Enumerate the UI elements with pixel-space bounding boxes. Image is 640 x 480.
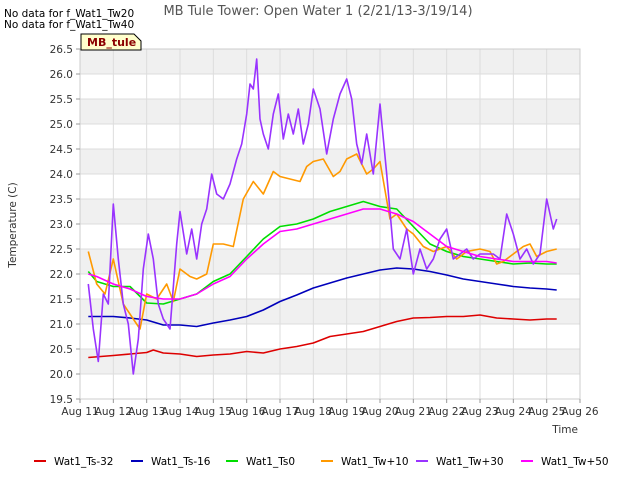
y-tick-label: 25.0	[50, 119, 73, 131]
x-tick-label: Aug 25	[528, 406, 565, 418]
y-tick-label: 25.5	[50, 94, 73, 106]
series-line-wat1-tw-50	[88, 208, 557, 300]
y-tick-label: 20.5	[50, 344, 73, 356]
no-data-note-tw40: No data for f_Wat1_Tw40	[4, 19, 134, 31]
x-tick-label: Aug 18	[295, 406, 332, 418]
legend-label-wat1-tw-30: Wat1_Tw+30	[436, 456, 504, 468]
y-tick-label: 22.0	[50, 269, 73, 281]
x-tick-label: Aug 19	[328, 406, 365, 418]
site-badge-shape	[80, 33, 142, 51]
y-axis-label: Temperature (C)	[7, 182, 19, 268]
legend-label-wat1-tw-10: Wat1_Tw+10	[341, 456, 409, 468]
no-data-note-tw20: No data for f_Wat1_Tw20	[4, 8, 134, 20]
plot-bands	[80, 49, 580, 399]
x-tick-label: Aug 21	[395, 406, 432, 418]
series-line-wat1-tw-10	[87, 153, 557, 330]
y-tick-label: 26.0	[50, 69, 73, 81]
y-tick-label: 24.0	[50, 169, 73, 181]
plot-band	[80, 174, 580, 199]
x-tick-label: Aug 26	[561, 406, 599, 418]
series-line-wat1-ts-16	[88, 267, 557, 328]
y-tick-label: 19.5	[50, 394, 73, 406]
series-line-wat1-tw-30	[87, 58, 558, 375]
legend-label-wat1-ts-16: Wat1_Ts-16	[151, 456, 211, 468]
series-line-wat1-ts-32	[88, 314, 557, 359]
plot-band	[80, 274, 580, 299]
x-tick-label: Aug 24	[495, 406, 533, 418]
plot-band	[80, 349, 580, 374]
legend-label-wat1-ts0: Wat1_Ts0	[246, 456, 295, 468]
x-axis-label: Time	[551, 424, 578, 436]
legend: Wat1_Ts-32 Wat1_Ts-16 Wat1_Ts0 Wat1_Tw+10 Wa…	[34, 456, 609, 468]
series-lines	[87, 58, 558, 375]
site-badge-label: MB_tule	[87, 36, 136, 49]
x-tick-label: Aug 11	[61, 406, 98, 418]
x-tick-label: Aug 20	[361, 406, 398, 418]
y-tick-label: 23.0	[50, 219, 73, 231]
x-tick-label: Aug 13	[128, 406, 165, 418]
y-tick-label: 23.5	[50, 194, 73, 206]
y-tick-label: 26.5	[50, 44, 73, 56]
chart-title: MB Tule Tower: Open Water 1 (2/21/13-3/1…	[163, 4, 472, 19]
x-tick-label: Aug 23	[461, 406, 498, 418]
y-tick-label: 24.5	[50, 144, 73, 156]
x-tick-label: Aug 22	[428, 406, 465, 418]
legend-label-wat1-ts-32: Wat1_Ts-32	[54, 456, 114, 468]
x-tick-label: Aug 17	[261, 406, 298, 418]
y-axis-ticks: 19.5 20.0 20.5 21.0 21.5 22.0 22.5 23.0 23.5 24.0…	[50, 44, 80, 406]
y-tick-label: 22.5	[50, 244, 73, 256]
plot-band	[80, 99, 580, 124]
site-badge: MB_tule	[80, 33, 142, 51]
x-tick-label: Aug 14	[161, 406, 199, 418]
x-tick-label: Aug 12	[95, 406, 132, 418]
y-tick-label: 21.0	[50, 319, 73, 331]
y-tick-label: 21.5	[50, 294, 73, 306]
x-tick-label: Aug 16	[228, 406, 266, 418]
plot-band	[80, 374, 580, 399]
y-tick-label: 20.0	[50, 369, 73, 381]
x-tick-label: Aug 15	[195, 406, 232, 418]
plot-band	[80, 74, 580, 99]
plot-band	[80, 49, 580, 74]
plot-band	[80, 224, 580, 249]
series-line-wat1-ts0	[87, 200, 557, 305]
legend-label-wat1-tw-50: Wat1_Tw+50	[541, 456, 609, 468]
